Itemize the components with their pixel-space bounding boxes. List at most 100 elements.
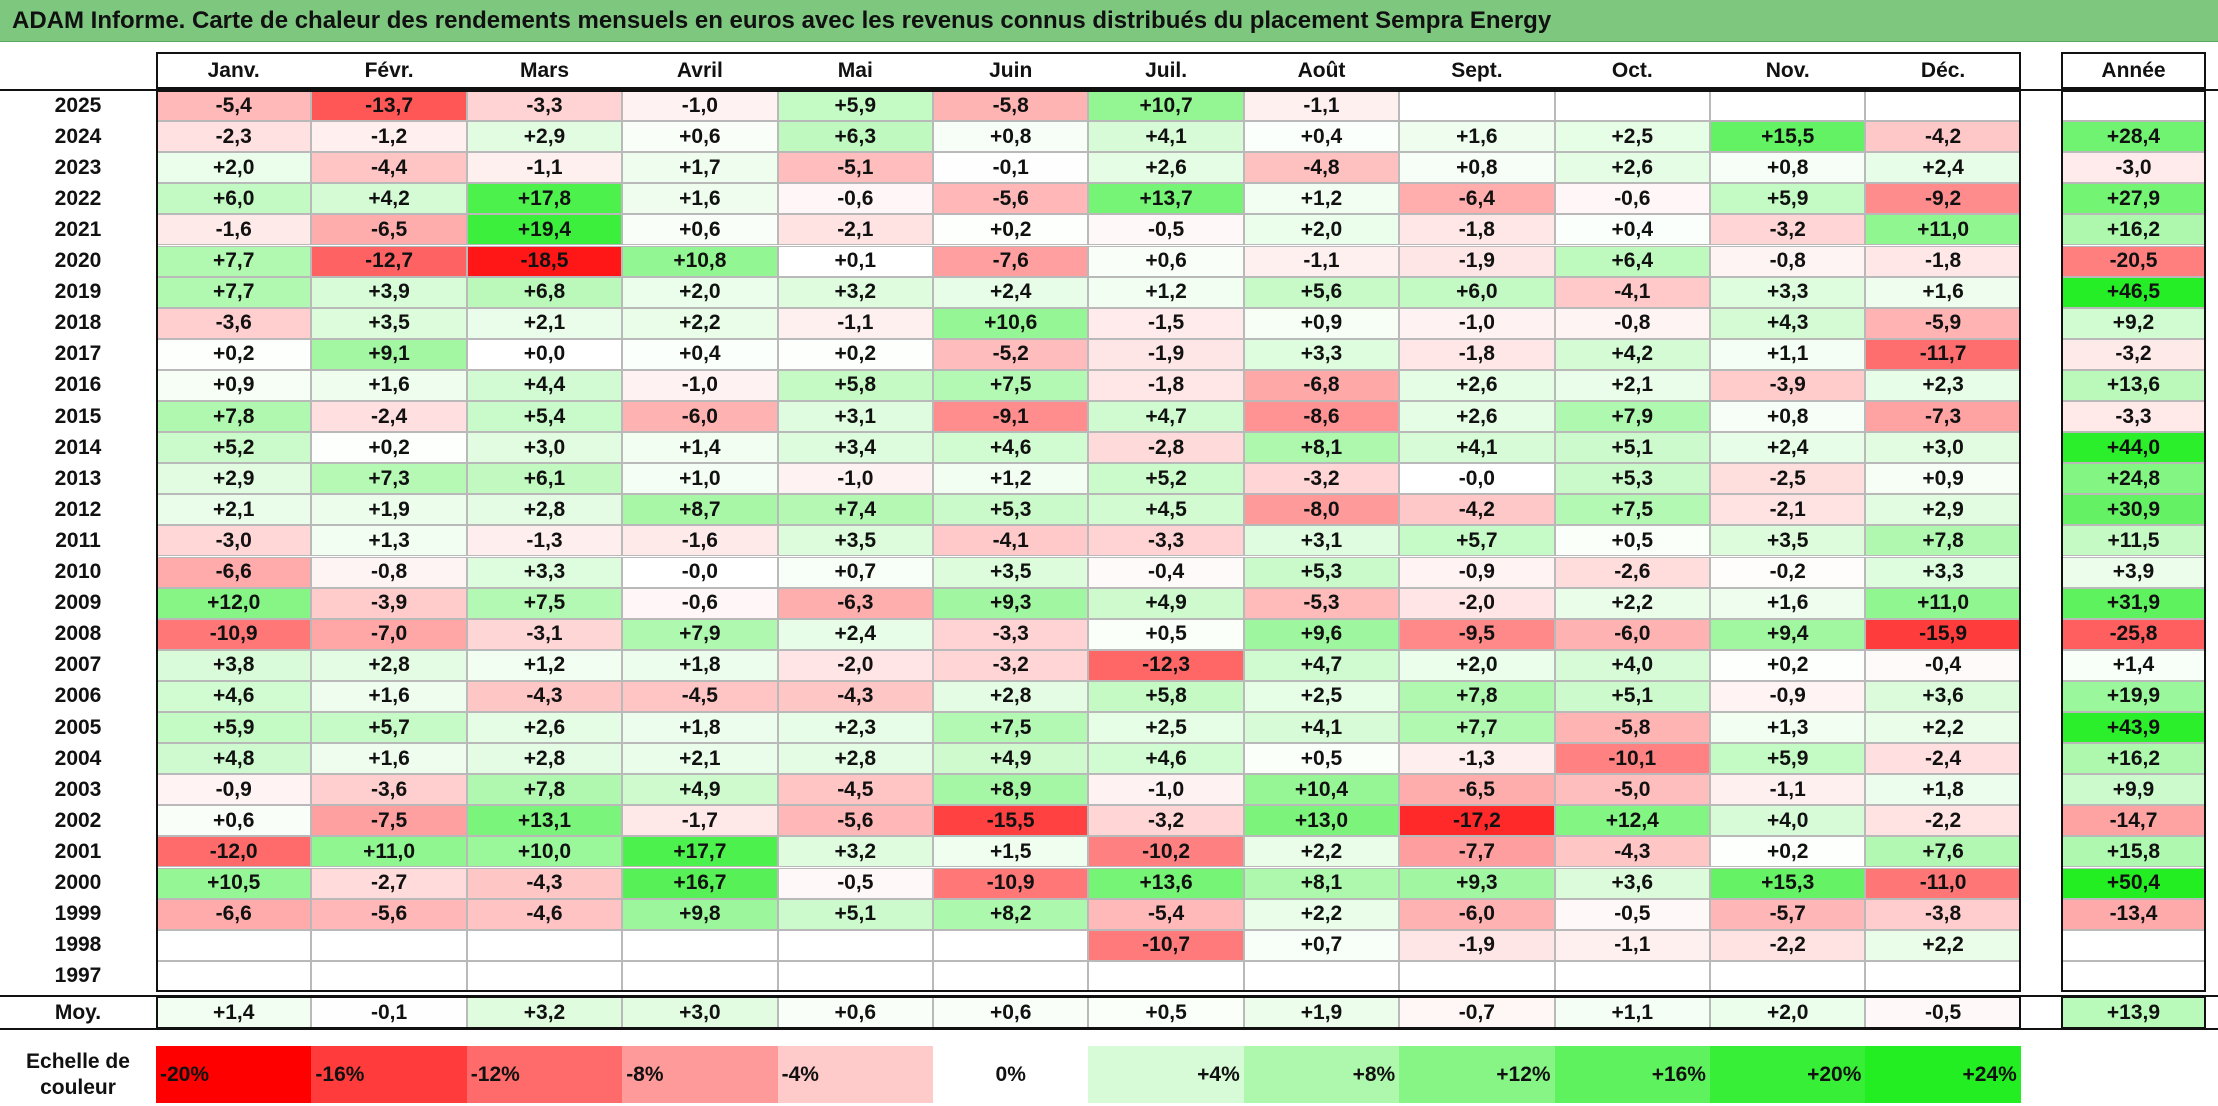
annual-cell: +9,9	[2061, 774, 2206, 806]
annual-cell	[2061, 960, 2206, 992]
heatmap-cell: -7,0	[311, 618, 467, 650]
heatmap-cell: +3,2	[777, 836, 933, 868]
heatmap-cell: -2,2	[1865, 805, 2021, 837]
heatmap-cell: -3,2	[933, 649, 1089, 681]
heatmap-cell: +7,5	[466, 587, 623, 619]
heatmap-cell: -3,2	[1243, 463, 1400, 495]
heatmap-cell: +0,4	[622, 338, 778, 370]
heatmap-cell	[1088, 960, 1244, 992]
heatmap-cell: +3,6	[1554, 867, 1710, 899]
heatmap-cell: +3,5	[777, 525, 933, 557]
heatmap-cell: +7,9	[1554, 401, 1710, 433]
heatmap-cell: -4,2	[1865, 121, 2021, 153]
average-cell: -0,1	[311, 997, 467, 1028]
month-header: Janv.	[207, 58, 260, 82]
heatmap-cell: +13,0	[1243, 805, 1400, 837]
annual-cell: +16,2	[2061, 743, 2206, 775]
heatmap-cell: +2,3	[777, 712, 933, 744]
heatmap-cell	[1399, 90, 1555, 122]
heatmap-cell: -5,4	[156, 90, 312, 122]
heatmap-cell: +7,5	[933, 712, 1089, 744]
heatmap-cell: +3,6	[1865, 680, 2021, 712]
heatmap-cell: -4,3	[466, 680, 623, 712]
heatmap-cell: -6,0	[622, 401, 778, 433]
heatmap-cell: +17,8	[466, 183, 623, 215]
heatmap-cell: +11,0	[311, 836, 467, 868]
heatmap-cell: +8,7	[622, 494, 778, 526]
heatmap-cell: +1,2	[1088, 276, 1244, 308]
heatmap-cell: -17,2	[1399, 805, 1555, 837]
heatmap-cell: +1,2	[933, 463, 1089, 495]
month-header: Juin	[989, 58, 1033, 82]
heatmap-cell: +0,1	[777, 245, 933, 277]
heatmap-cell	[156, 960, 312, 992]
heatmap-cell: +2,1	[466, 307, 623, 339]
heatmap-cell: +10,0	[466, 836, 623, 868]
heatmap-cell: -3,6	[311, 774, 467, 806]
heatmap-cell: +3,3	[1865, 556, 2021, 588]
heatmap-cell: +2,5	[1554, 121, 1710, 153]
heatmap-cell: -3,3	[933, 618, 1089, 650]
heatmap-cell: -2,1	[777, 214, 933, 246]
heatmap-cell: +1,6	[622, 183, 778, 215]
heatmap-cell: -3,6	[156, 307, 312, 339]
heatmap-cell: -8,0	[1243, 494, 1400, 526]
month-header: Mai	[837, 58, 873, 82]
heatmap-cell: +5,8	[777, 369, 933, 401]
heatmap-cell: +8,9	[933, 774, 1089, 806]
heatmap-cell: +2,4	[777, 618, 933, 650]
heatmap-cell: -8,6	[1243, 401, 1400, 433]
heatmap-cell: -0,8	[1554, 307, 1710, 339]
heatmap-cell: +5,6	[1243, 276, 1400, 308]
heatmap-cell: +1,1	[1710, 338, 1866, 370]
heatmap-cell: +8,1	[1243, 867, 1400, 899]
heatmap-cell	[1554, 90, 1710, 122]
heatmap-cell: +5,9	[156, 712, 312, 744]
heatmap-cell: +5,7	[311, 712, 467, 744]
year-label: 2007	[54, 653, 102, 677]
annual-cell: +31,9	[2061, 587, 2206, 619]
average-top-line	[0, 995, 2218, 997]
heatmap-cell	[156, 929, 312, 961]
heatmap-cell	[933, 929, 1089, 961]
heatmap-cell: +3,0	[1865, 432, 2021, 464]
heatmap-cell: +15,5	[1710, 121, 1866, 153]
heatmap-cell: +2,0	[622, 276, 778, 308]
annual-cell: +43,9	[2061, 712, 2206, 744]
heatmap-cell: +2,8	[466, 494, 623, 526]
heatmap-cell: +0,8	[1710, 152, 1866, 184]
color-scale-label: Echelle de couleur	[26, 1049, 130, 1099]
heatmap-cell: +7,7	[156, 276, 312, 308]
heatmap-cell: +4,7	[1243, 649, 1400, 681]
heatmap-cell: +0,6	[622, 121, 778, 153]
heatmap-cell: +7,7	[1399, 712, 1555, 744]
year-label: 2012	[54, 497, 102, 521]
heatmap-cell: +2,4	[1710, 432, 1866, 464]
year-label: 1999	[54, 902, 102, 926]
heatmap-cell: -4,3	[1554, 836, 1710, 868]
heatmap-cell: +1,8	[622, 649, 778, 681]
heatmap-cell: -1,9	[1399, 245, 1555, 277]
annual-cell	[2061, 90, 2206, 122]
heatmap-cell: +0,2	[156, 338, 312, 370]
heatmap-cell: +10,5	[156, 867, 312, 899]
heatmap-cell: +0,6	[622, 214, 778, 246]
color-scale-swatch: -16%	[311, 1046, 467, 1103]
heatmap-cell: +0,4	[1243, 121, 1400, 153]
heatmap-cell: +1,4	[622, 432, 778, 464]
heatmap-cell: -1,1	[1243, 90, 1400, 122]
heatmap-cell: +7,8	[466, 774, 623, 806]
heatmap-cell: +5,9	[1710, 183, 1866, 215]
heatmap-cell: +2,4	[933, 276, 1089, 308]
heatmap-cell: -2,0	[777, 649, 933, 681]
heatmap-cell: +11,0	[1865, 214, 2021, 246]
heatmap-cell	[466, 929, 623, 961]
heatmap-cell: -0,6	[1554, 183, 1710, 215]
heatmap-cell: -0,6	[622, 587, 778, 619]
annual-cell: +3,9	[2061, 556, 2206, 588]
month-header: Oct.	[1611, 58, 1653, 82]
heatmap-cell: +1,5	[933, 836, 1089, 868]
heatmap-cell: +4,6	[933, 432, 1089, 464]
heatmap-cell: +1,2	[1243, 183, 1400, 215]
year-label: 2020	[54, 249, 102, 273]
